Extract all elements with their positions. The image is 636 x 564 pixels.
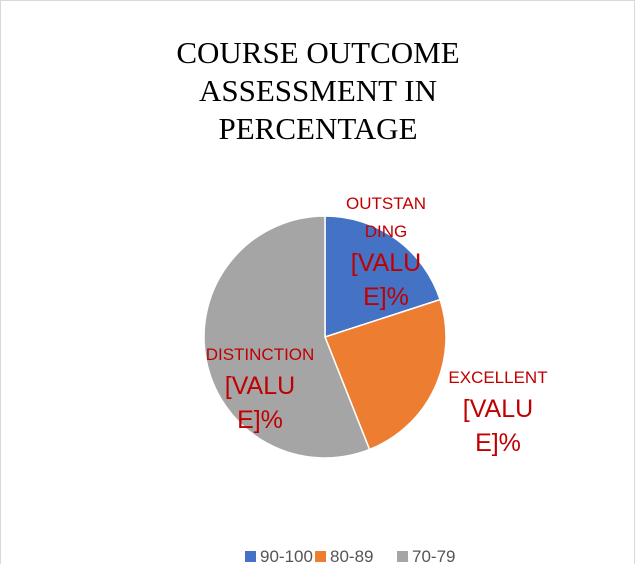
legend-swatch (315, 551, 326, 562)
legend-swatch (397, 551, 408, 562)
data-label-name: OUTSTANDING (346, 194, 426, 241)
legend-label: 70-79 (412, 547, 456, 564)
legend-swatch (245, 551, 256, 562)
pie-slice (203, 215, 371, 459)
data-label-name: DISTINCTION (205, 345, 315, 364)
data-label-value: [VALUE]% (350, 249, 422, 311)
chart-title: COURSE OUTCOME ASSESSMENT IN PERCENTAGE (176, 35, 460, 146)
data-label-value: [VALUE]% (462, 395, 534, 457)
data-label-name: EXCELLENT (448, 368, 548, 387)
data-label-value: [VALUE]% (224, 372, 296, 434)
data-label: DISTINCTION [VALUE]% (205, 341, 315, 437)
legend-item: 80-89 (315, 547, 373, 564)
legend-item: 70-79 (397, 547, 455, 564)
legend-label: 80-89 (330, 547, 374, 564)
pie-slice (324, 215, 442, 339)
data-label: OUTSTANDING [VALUE]% (340, 190, 432, 314)
legend-item: 90-100 (245, 547, 313, 564)
legend-label: 90-100 (260, 547, 313, 564)
data-label: EXCELLENT [VALUE]% (444, 364, 552, 460)
